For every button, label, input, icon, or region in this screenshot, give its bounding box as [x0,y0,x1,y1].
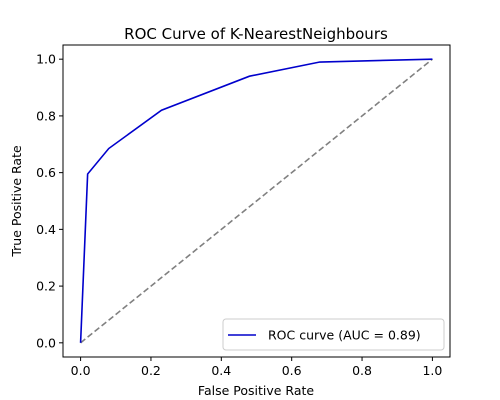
legend-box [222,318,445,351]
legend: ROC curve (AUC = 0.89) [222,318,445,351]
chance-line [80,58,433,344]
y-axis-label: True Positive Rate [9,145,24,258]
y-tick-label: 0.8 [36,108,56,123]
x-tick-label: 1.0 [422,363,442,378]
y-tick-label: 0.0 [36,335,56,350]
plot-area [62,44,451,358]
y-tick-label: 0.6 [36,165,56,180]
legend-label: ROC curve (AUC = 0.89) [268,328,421,343]
x-axis-ticks: 0.0 0.2 0.4 0.6 0.8 1.0 [71,357,442,378]
x-tick-label: 0.6 [282,363,302,378]
y-axis-ticks: 0.0 0.2 0.4 0.6 0.8 1.0 [36,52,63,350]
x-tick-label: 0.4 [211,363,231,378]
series-layer [79,58,433,344]
chart-title: ROC Curve of K-NearestNeighbours [124,25,388,43]
x-tick-label: 0.0 [71,363,91,378]
x-axis-label: False Positive Rate [198,383,314,398]
x-tick-label: 0.8 [352,363,372,378]
y-tick-label: 1.0 [36,52,56,67]
y-tick-label: 0.2 [36,279,56,294]
y-tick-label: 0.4 [36,222,56,237]
roc-curve-line [79,58,433,343]
x-tick-label: 0.2 [141,363,161,378]
